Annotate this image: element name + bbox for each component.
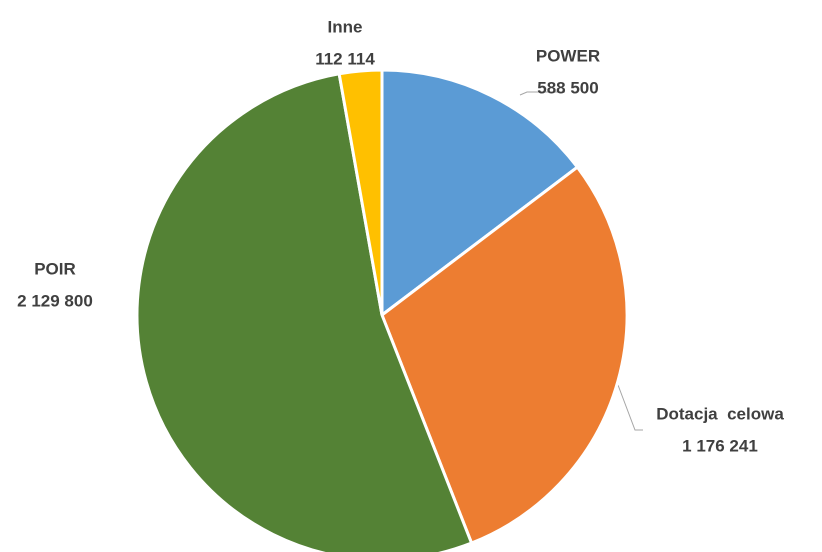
slice-label: POWER — [536, 46, 600, 65]
slice-value: 588 500 — [537, 78, 598, 97]
slice-value: 1 176 241 — [682, 436, 758, 455]
slice-label: Inne — [328, 17, 363, 36]
pie-slice — [380, 68, 580, 319]
leader-line — [617, 384, 643, 431]
pie-slice — [135, 72, 474, 552]
slice-label: POIR — [34, 259, 76, 278]
leader-line — [519, 91, 565, 96]
slice-value: 2 129 800 — [17, 291, 93, 310]
pie-slice — [380, 165, 629, 545]
slice-value: 112 114 — [315, 49, 375, 68]
pie-slice — [337, 68, 384, 316]
slice-label: Dotacja celowa — [656, 404, 784, 423]
